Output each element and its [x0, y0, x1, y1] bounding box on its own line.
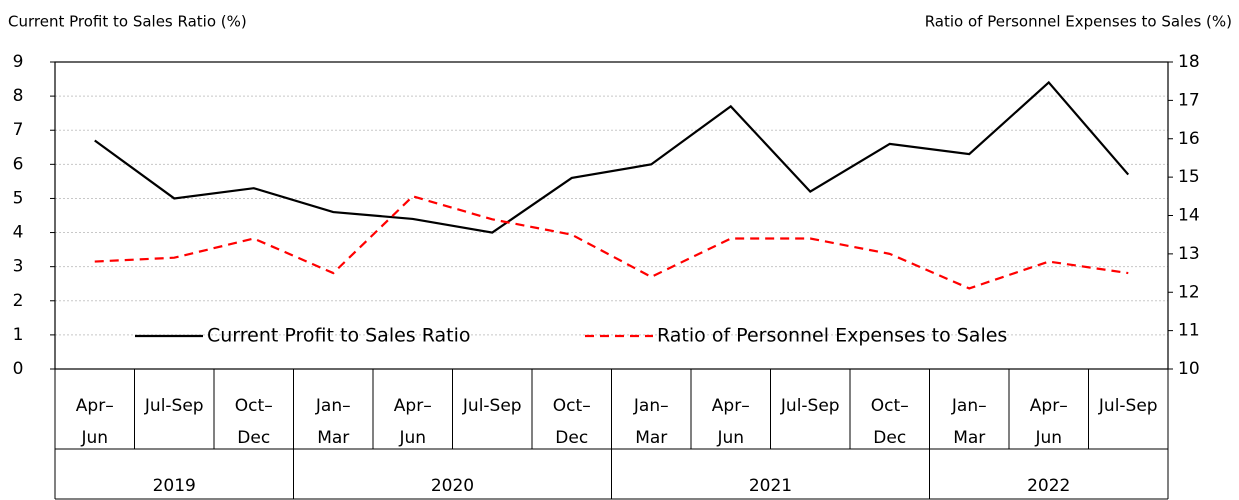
x-tick-label: Jun	[80, 428, 108, 448]
y2-axis-title: Ratio of Personnel Expenses to Sales (%)	[925, 13, 1232, 31]
x-tick-label: Jul-Sep	[462, 396, 522, 416]
series-line	[94, 80, 1130, 234]
x-tick-label: Oct–	[871, 396, 909, 416]
y2-tick-label: 11	[1178, 321, 1200, 341]
y-tick-label: 6	[13, 154, 24, 174]
group-label: 2022	[1027, 476, 1070, 496]
legend-label: Ratio of Personnel Expenses to Sales	[657, 325, 1007, 347]
x-tick-label: Jul-Sep	[780, 396, 840, 416]
y-tick-label: 7	[13, 120, 24, 140]
x-tick-label: Jul-Sep	[144, 396, 204, 416]
y-tick-label: 0	[13, 359, 24, 379]
plot-frame	[54, 61, 1169, 370]
x-tick-label: Oct–	[553, 396, 591, 416]
y2-tick-label: 13	[1178, 244, 1200, 264]
series-line	[94, 195, 1129, 290]
y2-tick-label: 16	[1178, 129, 1200, 149]
y-tick-label: 2	[13, 291, 24, 311]
y-tick-label: 5	[13, 188, 24, 208]
x-tick-label: Apr–	[394, 396, 432, 416]
x-tick-label: Dec	[555, 428, 588, 448]
x-tick-label: Oct–	[235, 396, 273, 416]
y-tick-label: 3	[13, 257, 24, 277]
y2-tick-label: 18	[1178, 52, 1200, 72]
x-tick-label: Jan–	[633, 396, 669, 416]
x-tick-label: Apr–	[712, 396, 750, 416]
x-tick-label: Mar	[635, 428, 667, 448]
x-tick-label: Jun	[398, 428, 426, 448]
x-tick-label: Jul-Sep	[1098, 396, 1158, 416]
y2-tick-label: 12	[1178, 282, 1200, 302]
y-tick-label: 8	[13, 86, 24, 106]
y2-tick-label: 15	[1178, 167, 1200, 187]
y-axis-title: Current Profit to Sales Ratio (%)	[8, 13, 247, 31]
x-tick-label: Jan–	[315, 396, 351, 416]
x-tick-label: Dec	[873, 428, 906, 448]
group-label: 2021	[749, 476, 792, 496]
x-tick-label: Mar	[317, 428, 349, 448]
y-tick-label: 1	[13, 325, 24, 345]
x-tick-label: Jun	[716, 428, 744, 448]
y2-tick-label: 17	[1178, 90, 1200, 110]
x-tick-label: Apr–	[1030, 396, 1068, 416]
x-tick-label: Dec	[237, 428, 270, 448]
y2-tick-label: 14	[1178, 206, 1200, 226]
x-tick-label: Jan–	[951, 396, 987, 416]
y-tick-label: 9	[13, 52, 24, 72]
y-tick-label: 4	[13, 223, 24, 243]
x-tick-label: Apr–	[76, 396, 114, 416]
group-label: 2019	[153, 476, 196, 496]
legend-label: Current Profit to Sales Ratio	[207, 325, 471, 347]
x-tick-label: Mar	[953, 428, 985, 448]
group-label: 2020	[431, 476, 474, 496]
x-tick-label: Jun	[1034, 428, 1062, 448]
y2-tick-label: 10	[1178, 359, 1200, 379]
